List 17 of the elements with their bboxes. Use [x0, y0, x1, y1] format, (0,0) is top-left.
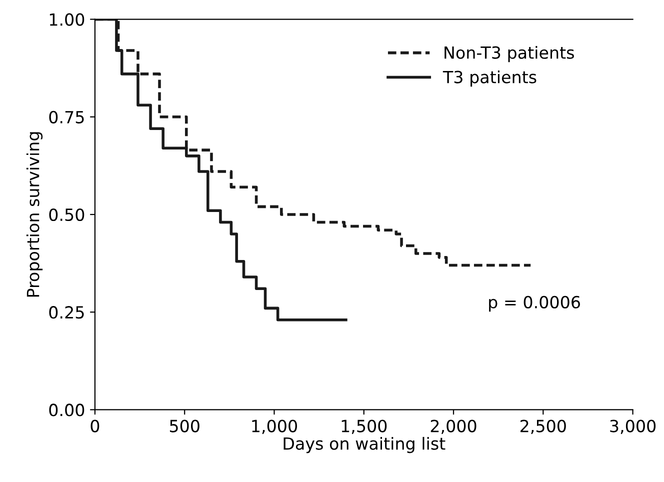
y-tick-label: 1.00	[50, 13, 84, 26]
legend-label: Non-T3 patients	[444, 46, 574, 62]
x-axis-title: Days on waiting list	[284, 436, 446, 454]
y-tick-label: 0.00	[49, 404, 84, 416]
y-axis-title: Proportion surviving	[26, 132, 43, 297]
y-tick-label: 0.25	[49, 306, 84, 319]
y-tick-label: 0.75	[49, 110, 84, 124]
x-tick-label: 2,500	[520, 420, 566, 434]
x-tick-label: 3,000	[610, 420, 656, 434]
legend-label: T3 patients	[442, 70, 536, 87]
x-tick-label: 1,500	[342, 420, 387, 434]
annotation: p = 0.0006	[489, 296, 580, 312]
x-tick-label: 500	[170, 420, 200, 432]
x-tick-label: 2,000	[430, 420, 476, 434]
y-tick-label: 0.50	[49, 208, 84, 222]
x-tick-label: 0	[90, 420, 100, 432]
x-tick-label: 1,000	[252, 420, 297, 434]
